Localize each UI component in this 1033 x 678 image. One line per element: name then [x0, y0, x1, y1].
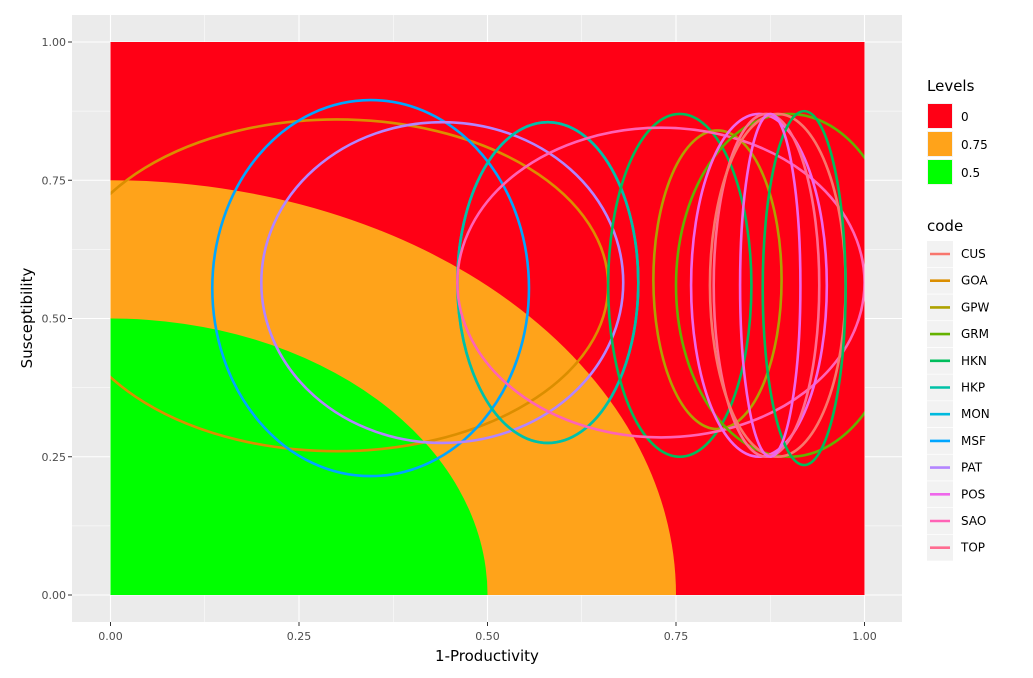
ellipse-hkn-12	[761, 109, 847, 467]
ellipse-sao-7	[456, 126, 865, 439]
levels-key-0	[928, 104, 952, 128]
code-label-msf: MSF	[961, 434, 986, 448]
levels-key-0.75	[928, 132, 952, 156]
ellipse-pos-13	[738, 112, 802, 459]
code-label-cus: CUS	[961, 247, 986, 261]
levels-key-0.5	[928, 160, 952, 184]
y-tick-label-3: 0.75	[42, 174, 67, 187]
code-legend: code CUS GOA GPW GRM HKN HKP MON MSF PAT POS SAO TO…	[927, 217, 990, 561]
levels-label-2: 0.5	[961, 166, 980, 180]
levels-label-1: 0.75	[961, 138, 988, 152]
ellipse-pat-2	[259, 120, 625, 445]
y-tick-label-1: 0.25	[42, 451, 67, 464]
levels-legend: Levels 0 0.75 0.5	[927, 77, 988, 185]
code-label-gpw: GPW	[961, 300, 990, 314]
ellipse-pos-9	[689, 112, 829, 459]
y-tick-label-0: 0.00	[42, 589, 67, 602]
y-axis-title: Susceptibility	[18, 268, 36, 369]
ellipse-msf-1	[210, 98, 531, 478]
ellipse-hkn-5	[606, 112, 753, 459]
x-axis-title: 1-Productivity	[435, 647, 539, 665]
levels-legend-title: Levels	[927, 77, 975, 95]
x-tick-label-4: 1.00	[852, 630, 877, 643]
y-tick-label-4: 1.00	[42, 36, 67, 49]
code-label-hkn: HKN	[961, 354, 987, 368]
x-tick-label-1: 0.25	[287, 630, 312, 643]
ellipse-gpw-6	[652, 129, 783, 431]
code-label-pos: POS	[961, 487, 985, 501]
x-tick-label-2: 0.50	[475, 630, 500, 643]
code-label-goa: GOA	[961, 274, 989, 288]
level-regions	[110, 42, 865, 595]
code-legend-title: code	[927, 217, 963, 235]
code-label-grm: GRM	[961, 327, 989, 341]
x-tick-label-0: 0.00	[98, 630, 123, 643]
code-label-top: TOP	[960, 541, 985, 555]
code-label-sao: SAO	[961, 514, 986, 528]
code-label-mon: MON	[961, 407, 990, 421]
y-tick-label-2: 0.50	[42, 313, 67, 326]
code-label-pat: PAT	[961, 461, 983, 475]
code-ellipses	[110, 98, 865, 478]
x-tick-label-3: 0.75	[664, 630, 689, 643]
x-axis-ticks: 0.00 0.25 0.50 0.75 1.00	[98, 622, 877, 643]
code-label-hkp: HKP	[961, 381, 985, 395]
y-axis-ticks: 0.00 0.25 0.50 0.75 1.00	[42, 36, 72, 602]
ellipse-grm-8	[674, 112, 865, 458]
levels-label-0: 0	[961, 110, 969, 124]
